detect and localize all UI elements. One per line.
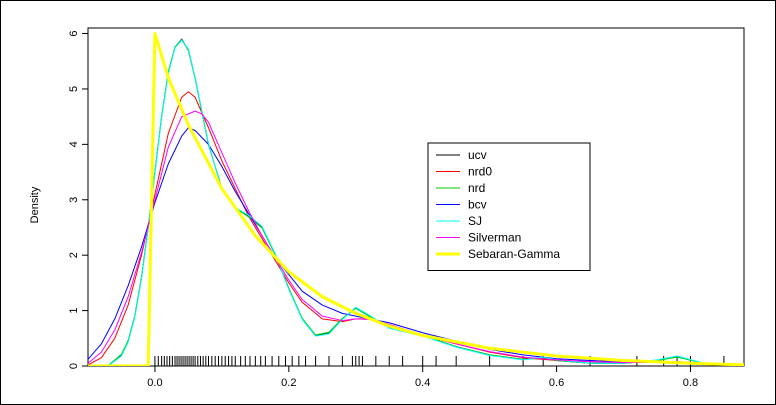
x-tick-label: 0.4 [415, 377, 430, 389]
x-tick-label: 0.0 [147, 377, 162, 389]
legend: ucv nrd0 nrd bcv SJ Silverman Sebaran-Gamma [427, 142, 591, 271]
y-tick-label: 2 [68, 252, 80, 258]
legend-label: Sebaran-Gamma [468, 247, 560, 261]
x-axis: 0.0 0.2 0.4 0.6 0.8 [147, 366, 698, 389]
x-tick-label: 0.2 [281, 377, 296, 389]
y-tick-label: 4 [68, 141, 80, 147]
y-axis-label: Density [29, 186, 41, 223]
y-tick-label: 3 [68, 197, 80, 203]
y-tick-label: 0 [68, 363, 80, 369]
legend-label: SJ [468, 214, 482, 228]
x-tick-label: 0.8 [683, 377, 698, 389]
plot-area [87, 27, 745, 367]
series-line-silverman [88, 110, 744, 366]
legend-label: nrd [468, 181, 485, 195]
legend-label: nrd0 [468, 165, 492, 179]
y-axis: 0 1 2 3 4 5 6 [68, 30, 88, 369]
legend-label: Silverman [468, 231, 521, 245]
y-tick-label: 5 [68, 86, 80, 92]
legend-box [427, 142, 591, 271]
y-tick-label: 1 [68, 308, 80, 314]
x-tick-label: 0.6 [549, 377, 564, 389]
plot-frame [87, 27, 745, 367]
y-tick-label: 6 [68, 30, 80, 36]
legend-label: ucv [468, 148, 487, 162]
series-line-sebaran-gamma [88, 32, 744, 366]
legend-label: bcv [468, 198, 487, 212]
